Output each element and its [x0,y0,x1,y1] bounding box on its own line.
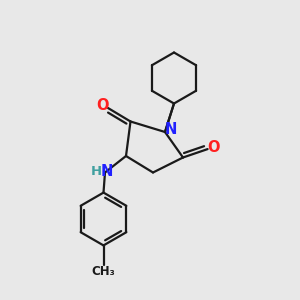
Text: CH₃: CH₃ [92,265,116,278]
Text: N: N [164,122,177,137]
Text: O: O [207,140,219,155]
Text: O: O [96,98,109,113]
Text: N: N [100,164,113,179]
Text: H: H [91,165,102,178]
